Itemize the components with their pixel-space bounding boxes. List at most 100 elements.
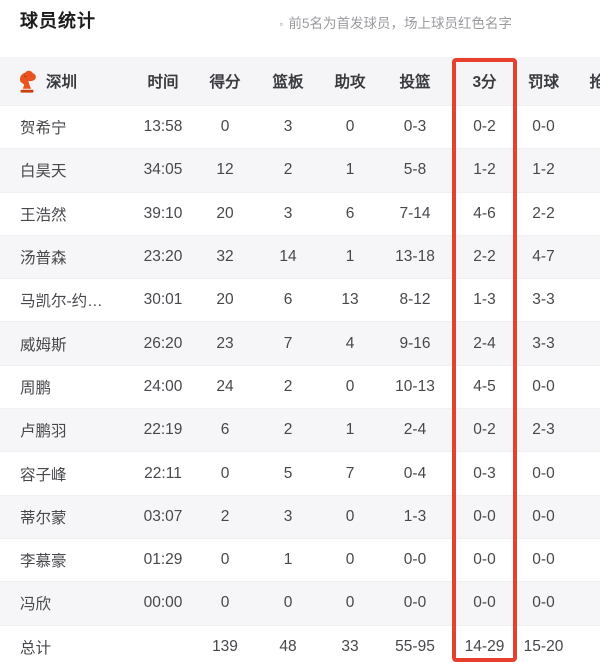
stat-rebounds: 5 xyxy=(283,464,293,482)
stat-freethrows: 3-3 xyxy=(532,334,555,352)
stat-assists: 33 xyxy=(341,637,359,655)
table-row[interactable]: 白昊天 34:05 12 2 1 5-8 1-2 1-2 xyxy=(0,148,600,192)
stat-rebounds: 0 xyxy=(283,594,293,612)
column-header-fieldgoals: 投篮 xyxy=(399,74,431,91)
stat-rebounds: 3 xyxy=(283,204,293,222)
player-name: 贺希宁 xyxy=(20,120,67,138)
stat-fieldgoals: 55-95 xyxy=(395,637,435,655)
table-row[interactable]: 容子峰 22:11 0 5 7 0-4 0-3 0-0 xyxy=(0,451,600,495)
stat-freethrows: 0-0 xyxy=(532,551,555,569)
stat-rebounds: 2 xyxy=(283,421,293,439)
stat-threes: 4-6 xyxy=(473,204,496,222)
table-row[interactable]: 威姆斯 26:20 23 7 4 9-16 2-4 3-3 xyxy=(0,321,600,365)
stat-points: 20 xyxy=(216,291,234,309)
note-bullet-icon: ◦ xyxy=(279,17,284,31)
stat-fieldgoals: 2-4 xyxy=(403,421,427,439)
stat-freethrows: 2-2 xyxy=(532,204,555,222)
stat-freethrows: 0-0 xyxy=(532,507,555,525)
stat-rebounds: 48 xyxy=(279,637,297,655)
stat-assists: 0 xyxy=(345,118,355,136)
table-row-total[interactable]: 总计 139 48 33 55-95 14-29 15-20 xyxy=(0,624,600,668)
stat-assists: 7 xyxy=(345,464,355,482)
stat-fieldgoals: 13-18 xyxy=(395,248,435,266)
stat-rebounds: 3 xyxy=(283,507,293,525)
table-row[interactable]: 卢鹏羽 22:19 6 2 1 2-4 0-2 2-3 xyxy=(0,408,600,452)
stat-rebounds: 14 xyxy=(279,248,297,266)
stat-points: 0 xyxy=(220,464,230,482)
table-row[interactable]: 汤普森 23:20 32 14 1 13-18 2-2 4-7 xyxy=(0,234,600,279)
stat-time: 01:29 xyxy=(143,551,183,569)
stat-rebounds: 2 xyxy=(283,161,293,179)
page-title: 球员统计 xyxy=(20,11,96,31)
stat-points: 32 xyxy=(216,248,234,266)
stat-time: 39:10 xyxy=(143,204,183,222)
column-header-time: 时间 xyxy=(147,74,179,91)
table-row[interactable]: 蒂尔蒙 03:07 2 3 0 1-3 0-0 0-0 xyxy=(0,494,600,538)
column-header-points: 得分 xyxy=(209,74,241,91)
stat-fieldgoals: 1-3 xyxy=(403,507,427,525)
stat-points: 0 xyxy=(220,594,230,612)
stat-time: 03:07 xyxy=(143,507,183,525)
table-row[interactable]: 马凯尔-约… 30:01 20 6 13 8-12 1-3 3-3 xyxy=(0,278,600,322)
player-stats-table: 深圳 时间 得分 篮板 助攻 投篮 3分 罚球 抢断 贺希宁 13:58 0 3… xyxy=(0,57,600,668)
stat-points: 0 xyxy=(220,551,230,569)
team-header-cell: 深圳 xyxy=(0,68,130,94)
column-header-assists: 助攻 xyxy=(334,74,366,91)
stat-points: 24 xyxy=(216,377,234,395)
stat-threes: 0-2 xyxy=(473,118,496,136)
stat-fieldgoals: 0-0 xyxy=(403,551,427,569)
stat-fieldgoals: 0-3 xyxy=(403,118,427,136)
player-name: 容子峰 xyxy=(20,466,67,484)
stat-assists: 1 xyxy=(345,248,355,266)
stat-assists: 1 xyxy=(345,421,355,439)
table-row[interactable]: 冯欣 00:00 0 0 0 0-0 0-0 0-0 xyxy=(0,581,600,625)
stat-freethrows: 4-7 xyxy=(532,248,555,266)
stat-time: 13:58 xyxy=(143,118,183,136)
stat-points: 6 xyxy=(220,421,230,439)
legend-note-text: 前5名为首发球员，场上球员红色名字 xyxy=(288,16,512,31)
stat-threes: 0-3 xyxy=(473,464,496,482)
table-row[interactable]: 周鹏 24:00 24 2 0 10-13 4-5 0-0 xyxy=(0,364,600,409)
table-row[interactable]: 王浩然 39:10 20 3 6 7-14 4-6 2-2 xyxy=(0,191,600,235)
stat-rebounds: 1 xyxy=(283,551,293,569)
stat-time: 00:00 xyxy=(143,594,183,612)
stat-threes: 0-0 xyxy=(473,594,496,612)
stat-fieldgoals: 7-14 xyxy=(399,204,431,222)
stat-time: 22:11 xyxy=(144,464,182,482)
table-row[interactable]: 李慕豪 01:29 0 1 0 0-0 0-0 0-0 xyxy=(0,537,600,582)
stat-points: 20 xyxy=(216,204,234,222)
title-bar: 球员统计 ◦ 前5名为首发球员，场上球员红色名字 xyxy=(0,0,600,57)
stat-freethrows: 2-3 xyxy=(532,421,555,439)
legend-note: ◦ 前5名为首发球员，场上球员红色名字 xyxy=(279,12,512,32)
stat-assists: 13 xyxy=(341,291,359,309)
stat-threes: 1-3 xyxy=(473,291,496,309)
team-logo-icon xyxy=(16,68,38,94)
stat-threes: 0-0 xyxy=(473,507,496,525)
table-body: 贺希宁 13:58 0 3 0 0-3 0-2 0-0 白昊天 34:05 12… xyxy=(0,105,600,668)
stat-fieldgoals: 8-12 xyxy=(399,291,431,309)
player-name: 王浩然 xyxy=(20,206,67,224)
column-header-steals-clipped: 抢断 xyxy=(589,74,600,91)
stat-time: 24:00 xyxy=(143,377,183,395)
stat-time: 23:20 xyxy=(143,248,183,266)
stat-freethrows: 0-0 xyxy=(532,118,555,136)
stat-freethrows: 15-20 xyxy=(523,637,564,655)
stat-assists: 0 xyxy=(345,551,355,569)
stat-time: 22:19 xyxy=(143,421,183,439)
stat-points: 12 xyxy=(216,161,234,179)
table-header-row: 深圳 时间 得分 篮板 助攻 投篮 3分 罚球 抢断 xyxy=(0,57,600,105)
stat-rebounds: 3 xyxy=(283,118,293,136)
stat-rebounds: 2 xyxy=(283,377,293,395)
stat-assists: 0 xyxy=(345,594,355,612)
player-name: 汤普森 xyxy=(20,250,67,268)
stat-points: 23 xyxy=(216,334,234,352)
stat-threes: 2-4 xyxy=(473,334,496,352)
table-row[interactable]: 贺希宁 13:58 0 3 0 0-3 0-2 0-0 xyxy=(0,105,600,149)
stat-threes: 4-5 xyxy=(473,377,496,395)
stat-freethrows: 0-0 xyxy=(532,594,555,612)
stat-time: 26:20 xyxy=(143,334,183,352)
stat-fieldgoals: 5-8 xyxy=(403,161,427,179)
stat-threes: 14-29 xyxy=(464,637,505,655)
stat-assists: 4 xyxy=(345,334,355,352)
stat-assists: 6 xyxy=(345,204,355,222)
